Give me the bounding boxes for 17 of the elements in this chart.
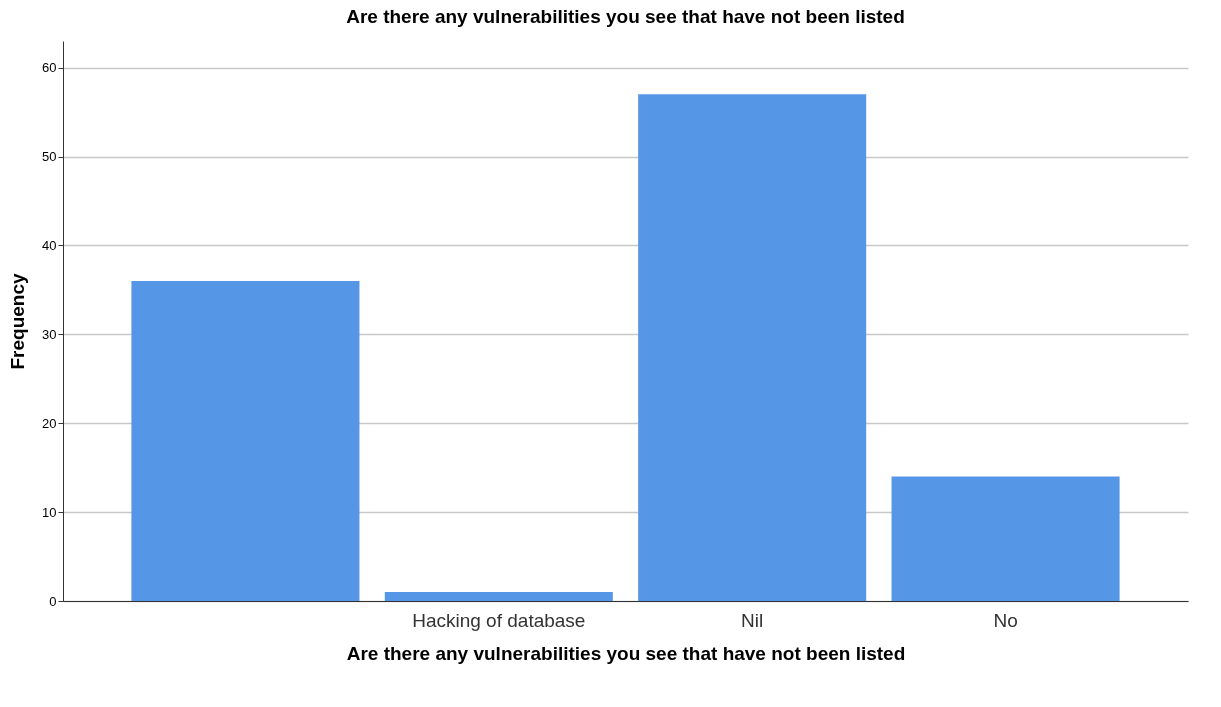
- y-tick-label: 60: [42, 60, 57, 76]
- y-tick-label: 0: [49, 593, 57, 609]
- y-tick-label: 20: [42, 415, 57, 431]
- bar: [891, 476, 1120, 601]
- x-tick-label: Nil: [741, 609, 764, 631]
- y-tick-label: 10: [42, 504, 57, 520]
- y-tick-label: 50: [42, 149, 57, 165]
- chart-title: Are there any vulnerabilities you see that have not been listed: [346, 6, 905, 27]
- bar: [131, 281, 360, 601]
- x-tick-label: Hacking of database: [412, 609, 586, 631]
- y-tick-label: 40: [42, 237, 57, 253]
- bar: [638, 94, 867, 601]
- x-tick-label: No: [993, 609, 1018, 631]
- bar: [384, 592, 613, 601]
- y-axis-title: Frequency: [7, 273, 29, 370]
- x-axis-title: Are there any vulnerabilities you see that have not been listed: [346, 642, 906, 664]
- y-tick-label: 30: [42, 326, 57, 342]
